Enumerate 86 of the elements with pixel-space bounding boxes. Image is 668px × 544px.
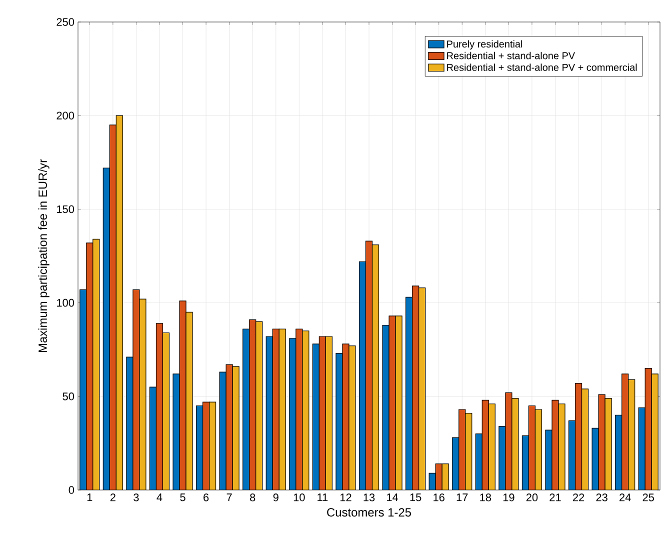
bar	[644, 368, 652, 490]
x-tick-label: 2	[110, 494, 116, 502]
bar	[162, 332, 170, 490]
x-tick-label: 17	[456, 494, 468, 502]
bar	[289, 338, 296, 490]
x-tick-label: 3	[134, 494, 139, 502]
bar	[418, 288, 426, 490]
legend-label: Residential + stand-alone PV + commercial	[447, 64, 637, 71]
bar	[574, 382, 582, 490]
bar	[278, 328, 286, 490]
bar	[651, 374, 658, 490]
x-axis-title: Customers 1-25	[327, 508, 411, 517]
legend-label: Purely residential	[447, 40, 522, 50]
bar	[638, 407, 646, 490]
bar	[86, 242, 94, 490]
x-tick-label: 16	[434, 494, 444, 502]
bar	[534, 409, 542, 490]
bar	[296, 328, 303, 490]
x-tick-label: 21	[550, 494, 561, 502]
bar	[628, 379, 636, 490]
y-tick-label: 250	[56, 18, 74, 26]
y-tick-label: 200	[56, 112, 74, 120]
x-tick-label: 25	[642, 494, 654, 502]
bar	[149, 386, 157, 490]
bar	[412, 286, 420, 490]
bar	[202, 402, 210, 490]
bar	[302, 330, 310, 490]
x-tick-label: 8	[250, 494, 256, 502]
bar	[488, 404, 496, 490]
x-tick-label: 19	[503, 494, 514, 502]
bar	[482, 400, 489, 490]
legend-label: Residential + stand-alone PV	[447, 52, 576, 60]
x-tick-label: 23	[596, 494, 608, 502]
bar	[208, 402, 216, 490]
bar	[365, 240, 373, 490]
bar	[266, 336, 273, 490]
x-tick-label: 14	[387, 494, 398, 502]
x-tick-label: 6	[204, 494, 209, 502]
y-tick-label: 150	[57, 205, 74, 214]
x-tick-label: 18	[480, 494, 492, 502]
bar	[156, 323, 164, 490]
bar	[109, 124, 116, 490]
x-tick-label: 15	[410, 494, 422, 502]
y-axis-title: Maximum participation fee in EUR/yr	[38, 159, 50, 352]
x-tick-label: 11	[318, 494, 328, 502]
bar	[522, 435, 530, 490]
bar	[475, 434, 482, 490]
bar	[372, 244, 380, 490]
bar	[256, 321, 263, 490]
y-tick-label: 100	[57, 298, 74, 307]
bar	[196, 405, 204, 490]
bar	[581, 388, 589, 490]
bar	[272, 328, 280, 490]
bar	[318, 336, 326, 490]
x-tick-label: 20	[526, 494, 538, 502]
bar	[312, 344, 320, 490]
x-tick-label: 4	[156, 494, 162, 502]
bar	[442, 463, 449, 490]
bar	[568, 420, 576, 490]
x-tick-label: 12	[340, 494, 352, 502]
bar	[242, 328, 250, 490]
x-tick-label: 7	[226, 494, 232, 502]
x-tick-label: 22	[572, 494, 584, 502]
bar	[92, 238, 100, 490]
bar	[528, 405, 536, 490]
x-tick-label: 9	[273, 494, 278, 502]
y-tick-label: 0	[68, 486, 74, 494]
bar	[102, 168, 110, 490]
bar	[325, 336, 332, 490]
y-tick-label: 50	[62, 392, 74, 400]
x-tick-label: 13	[364, 494, 375, 502]
bar	[406, 296, 413, 490]
bar	[80, 290, 86, 490]
bar	[458, 409, 466, 490]
bar	[465, 412, 472, 490]
bar	[622, 374, 629, 490]
bar	[358, 261, 366, 490]
bar	[615, 414, 622, 490]
bar	[452, 437, 460, 490]
bar	[435, 463, 442, 490]
bar	[116, 115, 123, 490]
x-tick-label: 1	[87, 494, 92, 502]
x-tick-label: 5	[180, 494, 186, 502]
x-tick-label: 10	[294, 494, 305, 502]
bar	[249, 319, 256, 490]
x-tick-label: 24	[620, 494, 631, 502]
